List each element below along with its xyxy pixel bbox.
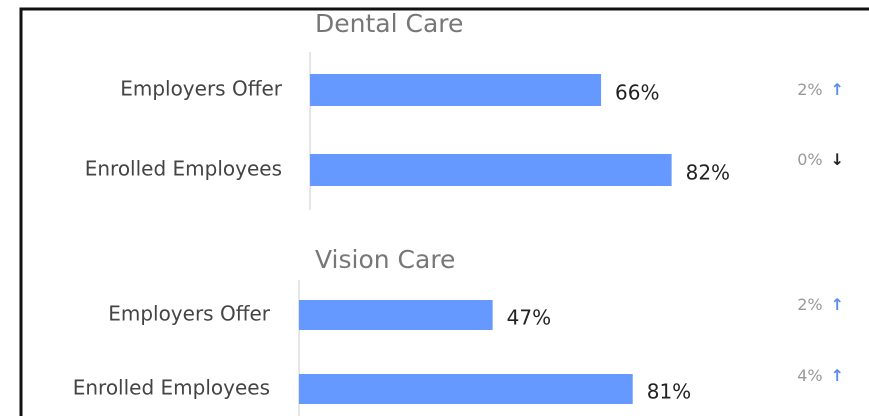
bar <box>299 374 633 404</box>
frame <box>19 7 869 416</box>
value-label: 81% <box>647 380 691 404</box>
chart-title: Vision Care <box>315 245 455 274</box>
chart-title: Dental Care <box>315 9 463 38</box>
category-label: Enrolled Employees <box>85 157 282 181</box>
bar <box>310 154 672 186</box>
value-label: 82% <box>686 161 730 185</box>
change-label: 0% ↓ <box>797 150 844 169</box>
bar <box>310 74 602 106</box>
change-label: 2% ↑ <box>797 295 844 314</box>
change-arrow: ↓ <box>831 150 844 169</box>
change-value: 4% <box>797 366 822 385</box>
category-label: Employers Offer <box>108 302 271 326</box>
change-value: 2% <box>797 295 822 314</box>
change-label: 4% ↑ <box>797 366 844 385</box>
category-label: Enrolled Employees <box>73 376 270 400</box>
change-arrow: ↑ <box>831 80 844 99</box>
change-label: 2% ↑ <box>797 80 844 99</box>
value-label: 66% <box>615 81 659 105</box>
bar <box>299 300 493 330</box>
change-arrow: ↑ <box>831 366 844 385</box>
change-value: 0% <box>797 150 822 169</box>
change-arrow: ↑ <box>831 295 844 314</box>
category-label: Employers Offer <box>120 77 283 101</box>
value-label: 47% <box>507 306 551 330</box>
change-value: 2% <box>797 80 822 99</box>
